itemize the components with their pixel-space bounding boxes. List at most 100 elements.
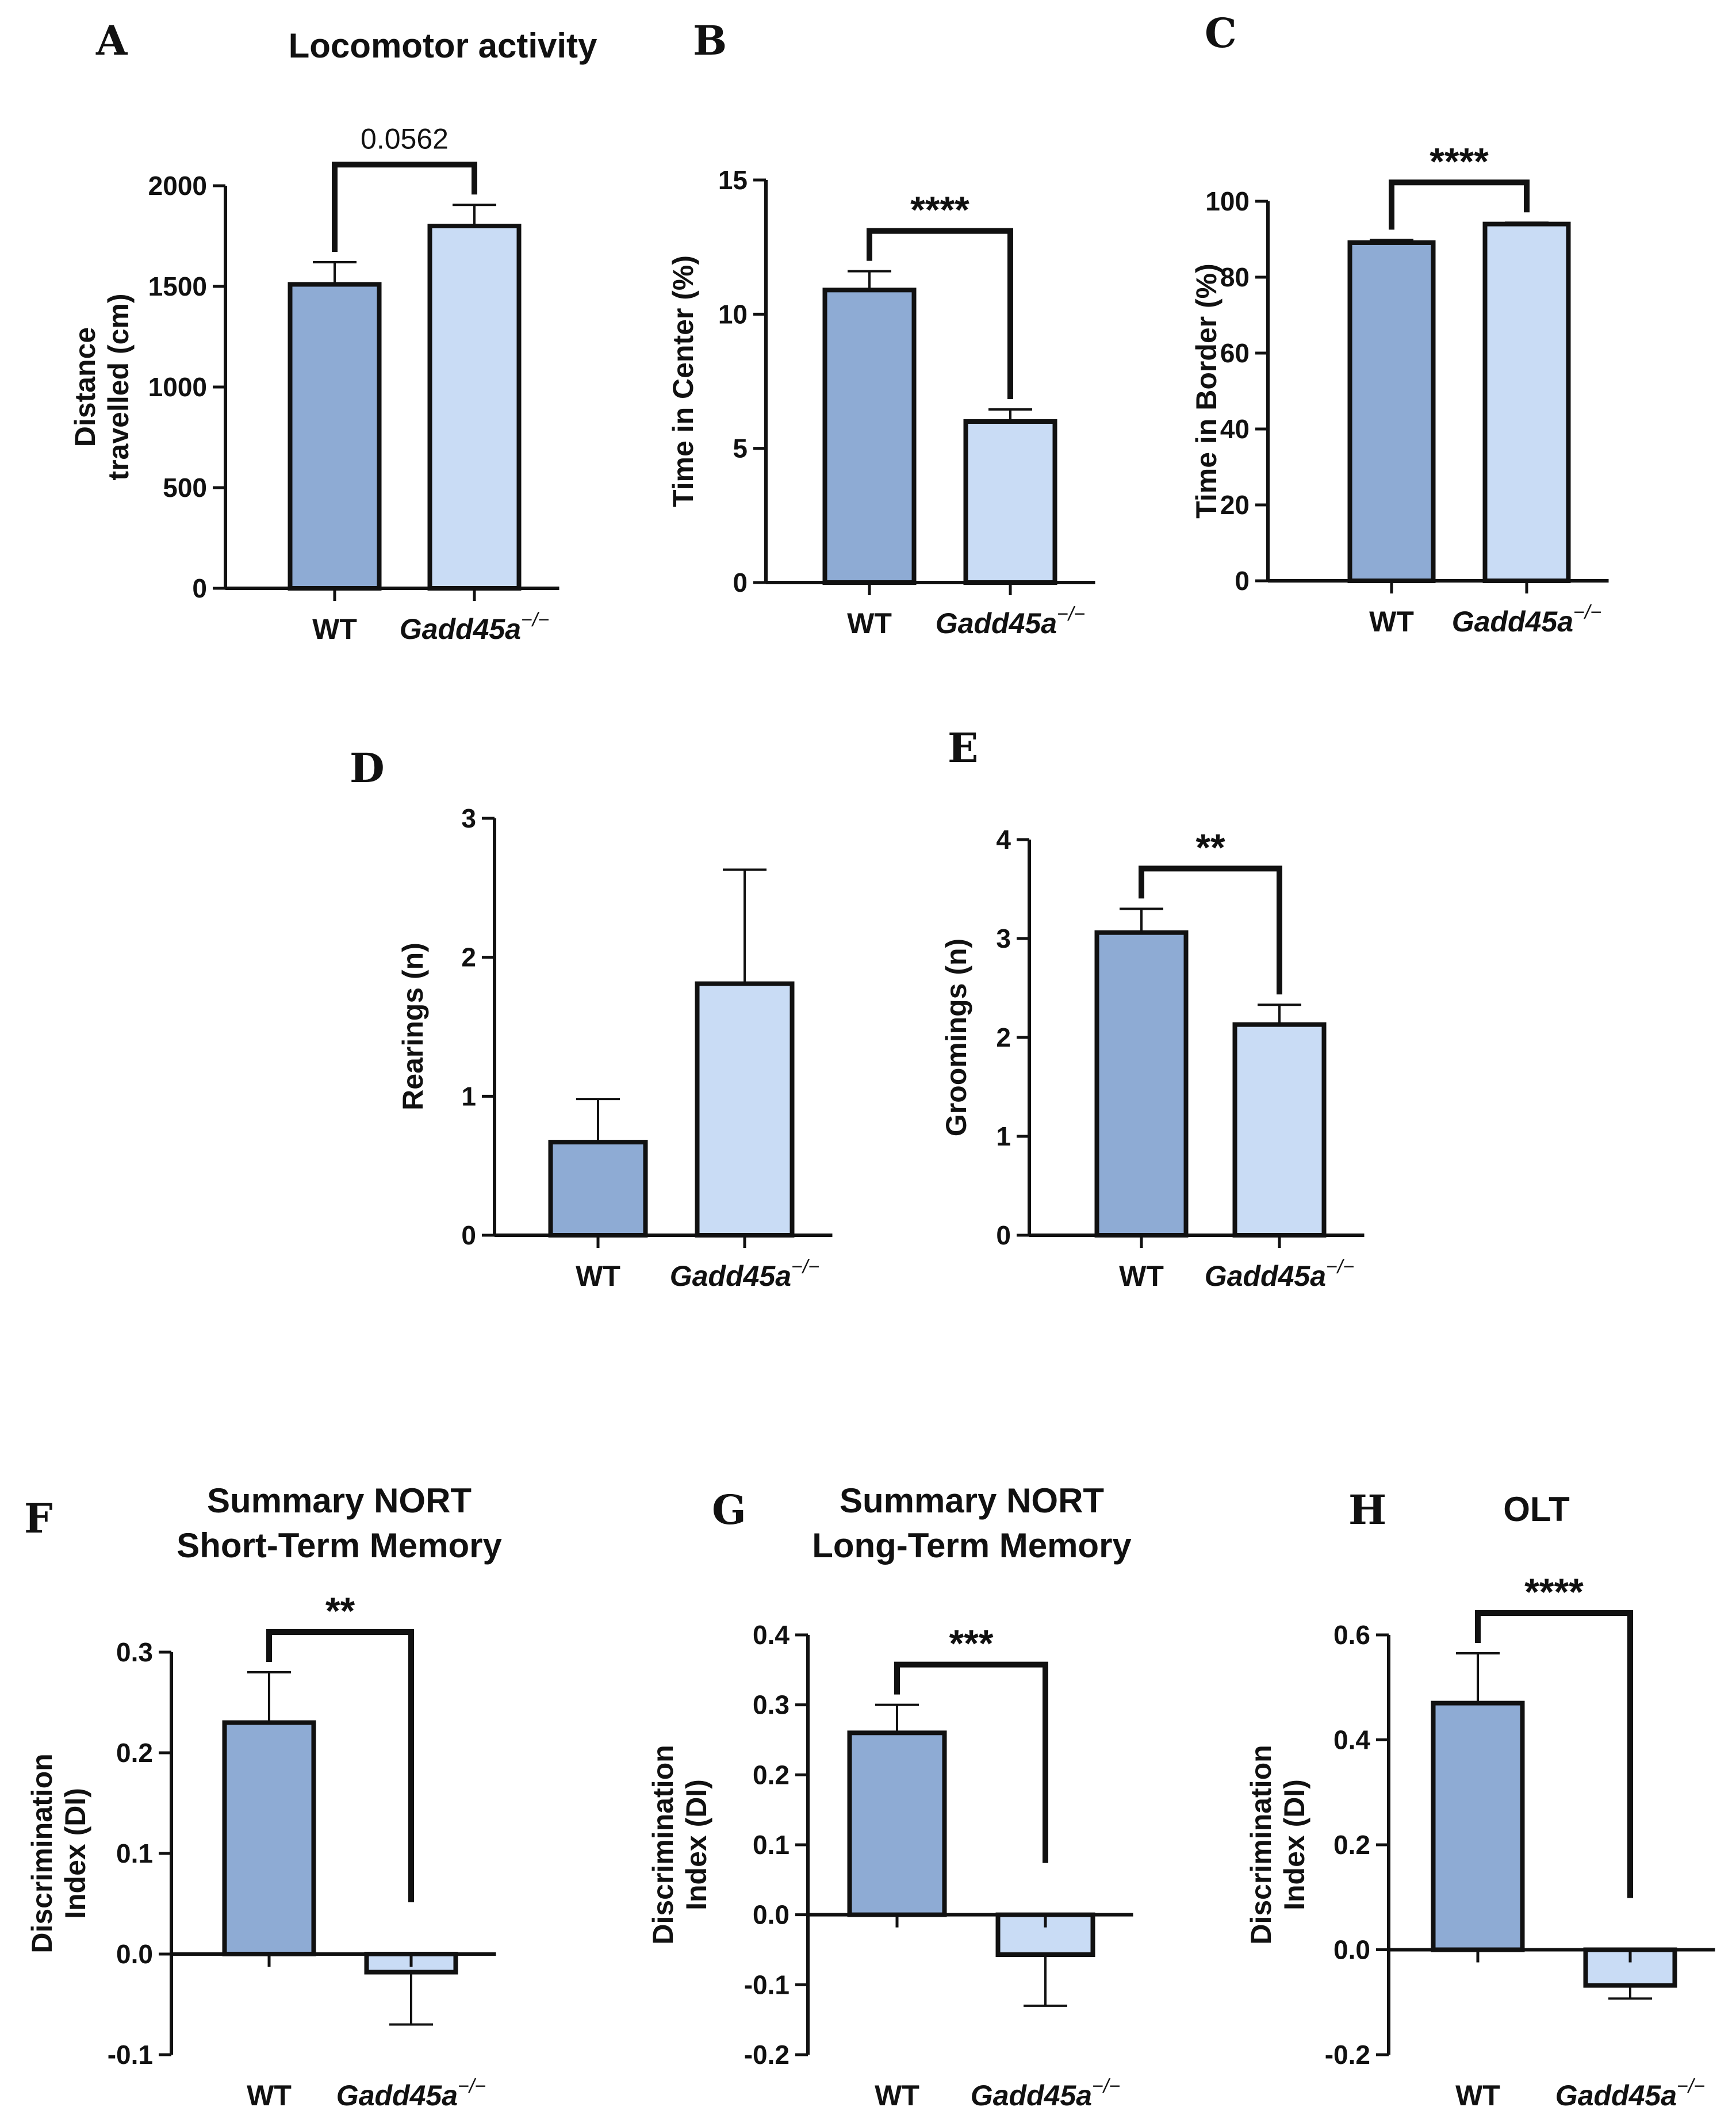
- panel-g: G Summary NORT Long-Term Memory Discriminat…: [647, 1481, 1133, 2112]
- significance-label: ****: [910, 189, 969, 231]
- x-tick-label: WT: [312, 613, 357, 645]
- y-tick-label: 20: [1220, 490, 1250, 520]
- y-axis-label: Groomings (n): [940, 938, 972, 1136]
- significance-bracket: [1139, 865, 1282, 995]
- y-tick-label: 0.3: [753, 1690, 790, 1720]
- significance-bracket: [894, 1661, 1048, 1863]
- y-tick-label: 40: [1220, 414, 1250, 444]
- x-tick-label: WT: [247, 2079, 292, 2112]
- y-tick-label: -0.2: [744, 2040, 790, 2070]
- y-tick-label: 3: [996, 924, 1011, 953]
- y-tick-label: 0.2: [753, 1760, 790, 1790]
- x-tick-label: WT: [1119, 1260, 1164, 1292]
- x-tick-label: Gadd45a−/−: [400, 609, 549, 645]
- y-tick-label: 0.2: [1333, 1830, 1370, 1860]
- y-tick-label: 0: [996, 1220, 1011, 1250]
- bar-wt: [548, 1140, 648, 1238]
- significance-label: 0.0562: [361, 122, 449, 155]
- panel-a: A Locomotor activity Distancetravelled (cm…: [69, 17, 597, 645]
- y-tick-label: 0.4: [753, 1620, 790, 1650]
- panel-label: E: [948, 724, 978, 772]
- significance-bracket: [266, 1629, 414, 1902]
- y-tick-label: -0.1: [108, 2040, 153, 2070]
- y-tick-label: 1: [996, 1121, 1011, 1151]
- y-axis-label: Time in Border (%): [1190, 263, 1223, 519]
- panel-c: C Time in Border (%) 0 20 40 60 80 100 WT Gadd45a…: [1190, 9, 1609, 638]
- y-tick-label: 80: [1220, 262, 1250, 292]
- significance-bracket: [332, 162, 477, 252]
- x-tick-label: Gadd45a−/−: [336, 2075, 486, 2112]
- panel-title: Summary NORT Short-Term Memory: [177, 1481, 502, 1565]
- y-tick-label: 0.1: [116, 1838, 153, 1868]
- y-tick-label: 15: [718, 165, 748, 195]
- panel-title: OLT: [1503, 1490, 1570, 1529]
- bar-wt: [1094, 930, 1189, 1238]
- bar-wt: [288, 282, 382, 591]
- bar-gadd45a: [1232, 1022, 1327, 1238]
- y-axis-label: Rearings (n): [397, 943, 429, 1110]
- x-tick-label: Gadd45a−/−: [936, 603, 1085, 639]
- y-tick-label: 500: [163, 473, 207, 503]
- bar-gadd45a: [427, 224, 522, 591]
- significance-label: ****: [1524, 1570, 1584, 1613]
- y-tick-label: 0: [192, 573, 207, 603]
- y-tick-label: 0.6: [1333, 1620, 1370, 1650]
- panel-label: G: [712, 1486, 746, 1534]
- y-axis-label: DiscriminationIndex (DI): [647, 1745, 712, 1944]
- panel-label: B: [693, 17, 727, 64]
- x-tick-label: WT: [1369, 606, 1414, 638]
- y-tick-label: 0.0: [1333, 1935, 1370, 1965]
- y-tick-label: 0.2: [116, 1738, 153, 1768]
- panel-b: B Time in Center (%) 0 5 10 15 WT Gadd45a−/− ***…: [667, 17, 1095, 639]
- y-axis-label: Time in Center (%): [667, 255, 699, 507]
- significance-label: **: [1195, 826, 1225, 868]
- y-tick-label: 0.3: [116, 1637, 153, 1667]
- y-axis-label: DiscriminationIndex (DI): [26, 1753, 91, 1953]
- significance-bracket: [867, 228, 1013, 399]
- y-tick-label: 1000: [148, 372, 207, 402]
- y-tick-label: 2: [996, 1022, 1011, 1052]
- y-axis-label: Distancetravelled (cm): [69, 293, 135, 480]
- y-tick-label: 0: [461, 1220, 476, 1250]
- bar-wt: [822, 288, 917, 585]
- y-tick-label: 3: [461, 803, 476, 833]
- bar-wt: [1347, 240, 1436, 583]
- y-tick-label: 0: [733, 568, 748, 597]
- y-tick-label: 2: [461, 943, 476, 972]
- x-tick-label: WT: [847, 607, 892, 639]
- panel-label: C: [1205, 9, 1237, 57]
- panel-title: Locomotor activity: [289, 26, 597, 65]
- y-tick-label: 4: [996, 825, 1011, 855]
- x-tick-label: WT: [576, 1260, 620, 1292]
- panel-d: D Rearings (n) 0 1 2 3 WT Gadd45a−/−: [350, 744, 833, 1292]
- y-tick-label: 5: [733, 434, 748, 463]
- x-tick-label: Gadd45a−/−: [670, 1256, 819, 1292]
- panel-label: H: [1348, 1486, 1386, 1534]
- y-tick-label: 0: [1235, 566, 1250, 596]
- panel-label: D: [350, 744, 385, 792]
- significance-label: ***: [949, 1622, 993, 1665]
- significance-label: **: [325, 1589, 355, 1632]
- significance-bracket: [1389, 179, 1530, 230]
- x-tick-label: Gadd45a−/−: [1555, 2075, 1705, 2112]
- x-tick-label: Gadd45a−/−: [1205, 1256, 1354, 1292]
- y-tick-label: 2000: [148, 171, 207, 201]
- panel-label: A: [95, 17, 128, 64]
- y-tick-label: -0.1: [744, 1970, 790, 1999]
- y-tick-label: 1: [461, 1081, 476, 1111]
- panel-title: Summary NORT Long-Term Memory: [812, 1481, 1132, 1565]
- x-tick-label: WT: [1455, 2079, 1500, 2112]
- y-tick-label: 60: [1220, 338, 1250, 368]
- x-tick-label: Gadd45a−/−: [971, 2075, 1120, 2112]
- y-axis-label: DiscriminationIndex (DI): [1245, 1745, 1310, 1944]
- panel-h: H OLT DiscriminationIndex (DI) -0.2 0.0 0.2 0.…: [1245, 1486, 1715, 2112]
- panel-f: F Summary NORT Short-Term Memory Discrimina…: [24, 1481, 502, 2112]
- y-tick-label: 0.0: [753, 1900, 790, 1930]
- panel-label: F: [24, 1495, 53, 1542]
- y-tick-label: 100: [1205, 186, 1250, 216]
- bar-gadd45a: [1482, 221, 1571, 584]
- bar-wt: [1431, 1700, 1525, 1952]
- y-tick-label: 0.0: [116, 1939, 153, 1969]
- x-tick-label: Gadd45a−/−: [1452, 602, 1601, 638]
